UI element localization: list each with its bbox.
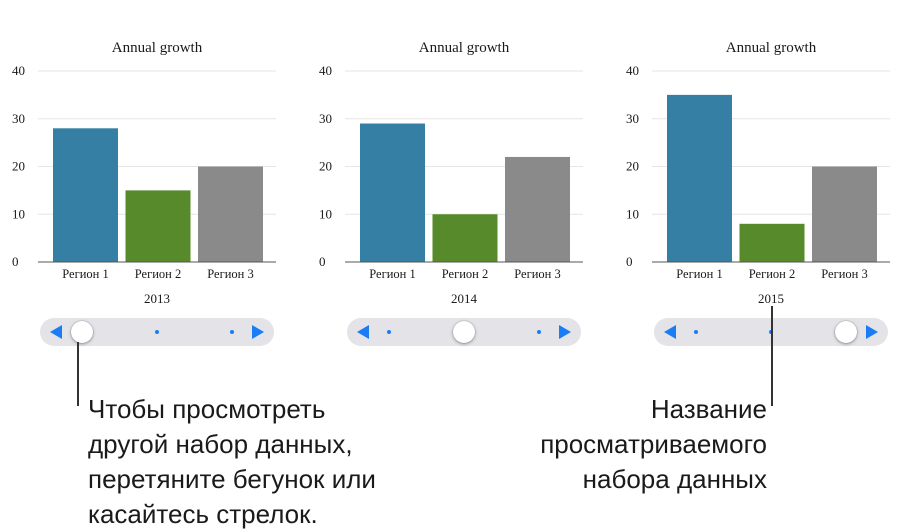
bar-2 [739, 223, 805, 262]
category-label: Регион 3 [514, 267, 560, 281]
bar-1 [667, 94, 732, 262]
previous-arrow-icon[interactable] [664, 325, 676, 339]
category-label: Регион 3 [821, 267, 867, 281]
slider-step-dot[interactable] [155, 330, 159, 334]
chart-panel-2014: Annual growth 0 10 20 30 40 Регион 1 Регион 2 Ре… [307, 0, 597, 360]
y-tick-label: 0 [319, 254, 326, 269]
y-tick-label: 40 [319, 63, 332, 78]
dataset-name-label: 2015 [758, 291, 784, 306]
y-tick-label: 40 [626, 63, 639, 78]
chart-title: Annual growth [419, 40, 510, 56]
slider-thumb[interactable] [71, 321, 93, 343]
chart-panel-2013: Annual growth 0 10 20 30 40 Регион 1 Регион 2 Ре… [0, 0, 290, 360]
callout-slider-instruction: Чтобы просмотреть другой набор данных, п… [88, 394, 376, 529]
callout-dataset-name: Название просматриваемого набора данных [540, 394, 767, 494]
slider-thumb[interactable] [835, 321, 857, 343]
bar-2 [125, 190, 191, 262]
y-tick-label: 30 [626, 111, 639, 126]
next-arrow-icon[interactable] [559, 325, 571, 339]
bar-3 [812, 166, 877, 262]
y-tick-label: 20 [12, 159, 25, 174]
callout-line-slider [77, 342, 79, 406]
chart-svg: Annual growth 0 10 20 30 40 Регион 1 Регион 2 Ре… [626, 40, 890, 306]
category-label: Регион 1 [62, 267, 108, 281]
category-label: Регион 3 [207, 267, 253, 281]
dataset-slider[interactable] [40, 318, 274, 346]
next-arrow-icon[interactable] [866, 325, 878, 339]
previous-arrow-icon[interactable] [50, 325, 62, 339]
chart-title: Annual growth [112, 40, 203, 56]
chart-panel-2015: Annual growth 0 10 20 30 40 Регион 1 Регион 2 Ре… [614, 0, 904, 360]
category-label: Регион 2 [749, 267, 795, 281]
dataset-name-label: 2013 [144, 291, 170, 306]
bar-1 [360, 123, 425, 263]
category-label: Регион 2 [135, 267, 181, 281]
y-tick-label: 30 [319, 111, 332, 126]
slider-step-dot[interactable] [537, 330, 541, 334]
bar-3 [505, 156, 570, 262]
slider-step-dot[interactable] [694, 330, 698, 334]
slider-step-dot[interactable] [230, 330, 234, 334]
bar-3 [198, 166, 263, 262]
previous-arrow-icon[interactable] [357, 325, 369, 339]
y-tick-label: 30 [12, 111, 25, 126]
y-tick-label: 40 [12, 63, 25, 78]
category-label: Регион 1 [369, 267, 415, 281]
slider-step-dot[interactable] [387, 330, 391, 334]
y-tick-label: 0 [626, 254, 633, 269]
slider-thumb[interactable] [453, 321, 475, 343]
bar-2 [432, 214, 498, 262]
y-tick-label: 10 [12, 206, 25, 221]
dataset-name-label: 2014 [451, 291, 478, 306]
chart-title: Annual growth [726, 40, 817, 56]
y-tick-label: 20 [626, 159, 639, 174]
y-tick-label: 10 [319, 206, 332, 221]
next-arrow-icon[interactable] [252, 325, 264, 339]
chart-svg: Annual growth 0 10 20 30 40 Регион 1 Регион 2 Ре… [319, 40, 583, 306]
y-tick-label: 0 [12, 254, 19, 269]
y-tick-label: 10 [626, 206, 639, 221]
callout-line-dataset-name [771, 306, 773, 406]
category-label: Регион 1 [676, 267, 722, 281]
dataset-slider[interactable] [347, 318, 581, 346]
chart-svg: Annual growth 0 10 20 30 40 Регион 1 Регион 2 Ре… [12, 40, 276, 306]
category-label: Регион 2 [442, 267, 488, 281]
y-tick-label: 20 [319, 159, 332, 174]
bar-1 [53, 128, 118, 262]
